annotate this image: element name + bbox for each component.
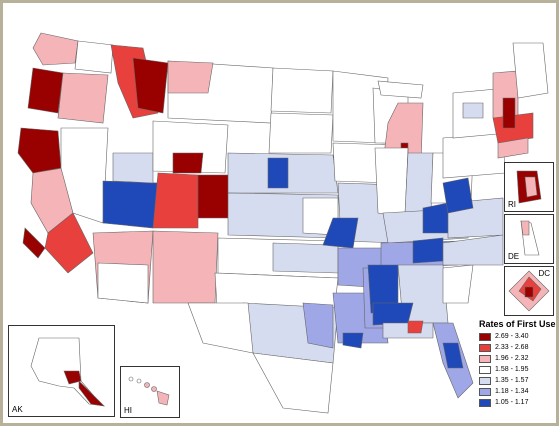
legend-swatch — [479, 365, 491, 374]
inset-hawaii: HI — [120, 366, 180, 418]
legend-title: Rates of First Use — [479, 319, 556, 329]
legend-label: 1.96 - 2.32 — [495, 355, 529, 362]
legend-label: 1.05 - 1.17 — [495, 399, 529, 406]
region-ny-blue — [462, 102, 484, 119]
legend-item: 1.05 - 1.17 — [479, 397, 557, 408]
region-ok-east — [272, 242, 339, 274]
region-nd — [270, 67, 334, 114]
inset-label-ri: RI — [508, 200, 516, 209]
legend-label: 2.69 - 3.40 — [495, 333, 529, 340]
inset-label-de: DE — [508, 252, 520, 261]
hawaii-map — [128, 376, 170, 406]
region-ky-blue — [422, 202, 449, 234]
inset-dc: DC — [504, 266, 554, 316]
region-or-east — [57, 72, 109, 124]
region-tx-south — [252, 352, 334, 414]
legend-item: 1.96 - 2.32 — [479, 353, 557, 364]
region-me — [512, 42, 549, 99]
region-or-north — [27, 67, 64, 114]
region-la-south — [342, 332, 364, 349]
region-in — [404, 152, 434, 214]
legend-item: 2.69 - 3.40 — [479, 331, 557, 342]
legend-swatch — [479, 387, 491, 396]
legend-label: 1.35 - 1.57 — [495, 377, 529, 384]
region-tx-east — [302, 302, 334, 349]
region-nm — [152, 230, 219, 304]
legend-rows: 2.69 - 3.40 2.33 - 2.68 1.96 - 2.32 1.58 - … — [479, 331, 557, 408]
region-mt-west — [132, 57, 169, 114]
delaware-map — [520, 220, 540, 256]
map-legend: Rates of First Use 2.69 - 3.40 2.33 - 2.6… — [479, 319, 557, 408]
region-ut — [102, 180, 159, 229]
inset-alaska: AK — [8, 325, 115, 417]
region-ma-dark — [502, 97, 516, 129]
legend-item: 2.33 - 2.68 — [479, 342, 557, 353]
region-wv — [442, 177, 474, 214]
region-ga-south — [372, 302, 414, 326]
dc-map — [508, 270, 550, 312]
region-co-west — [152, 172, 199, 229]
legend-item: 1.35 - 1.57 — [479, 375, 557, 386]
region-tx-west — [187, 302, 254, 354]
region-mt-central — [167, 60, 214, 94]
region-sd — [268, 112, 334, 154]
legend-swatch — [479, 343, 491, 352]
legend-swatch — [479, 398, 491, 407]
legend-swatch — [479, 354, 491, 363]
legend-item: 1.58 - 1.95 — [479, 364, 557, 375]
region-ca-south — [44, 212, 94, 274]
region-ne-blue — [267, 157, 289, 189]
legend-swatch — [479, 332, 491, 341]
region-ca-coast — [22, 227, 46, 259]
region-fl-red — [407, 320, 424, 334]
inset-rhode-island: RI — [504, 162, 554, 212]
legend-label: 1.18 - 1.34 — [495, 388, 529, 395]
legend-label: 1.58 - 1.95 — [495, 366, 529, 373]
region-ut-north — [112, 152, 154, 184]
region-il — [374, 147, 409, 219]
legend-item: 1.18 - 1.34 — [479, 386, 557, 397]
region-nv — [60, 127, 109, 224]
alaska-map — [30, 337, 105, 407]
region-nc — [442, 234, 504, 266]
inset-label-ak: AK — [12, 405, 23, 414]
region-wa-east — [74, 40, 114, 74]
legend-swatch — [479, 376, 491, 385]
region-mi-up — [377, 80, 424, 99]
inset-delaware: DE — [504, 214, 554, 264]
legend-label: 2.33 - 2.68 — [495, 344, 529, 351]
region-az-south — [97, 262, 149, 304]
region-sc — [442, 264, 474, 304]
region-pa — [442, 132, 506, 179]
region-co-east — [197, 174, 232, 219]
region-wa-north — [32, 32, 79, 66]
rhode-island-map — [516, 170, 542, 204]
region-fl-central — [442, 342, 464, 369]
region-tn-blue — [412, 237, 444, 264]
us-substate-map — [3, 3, 556, 423]
inset-label-hi: HI — [124, 406, 132, 415]
inset-label-dc: DC — [538, 269, 550, 278]
region-wy — [152, 120, 229, 174]
region-wy-south — [172, 152, 204, 174]
region-ct — [497, 137, 529, 159]
